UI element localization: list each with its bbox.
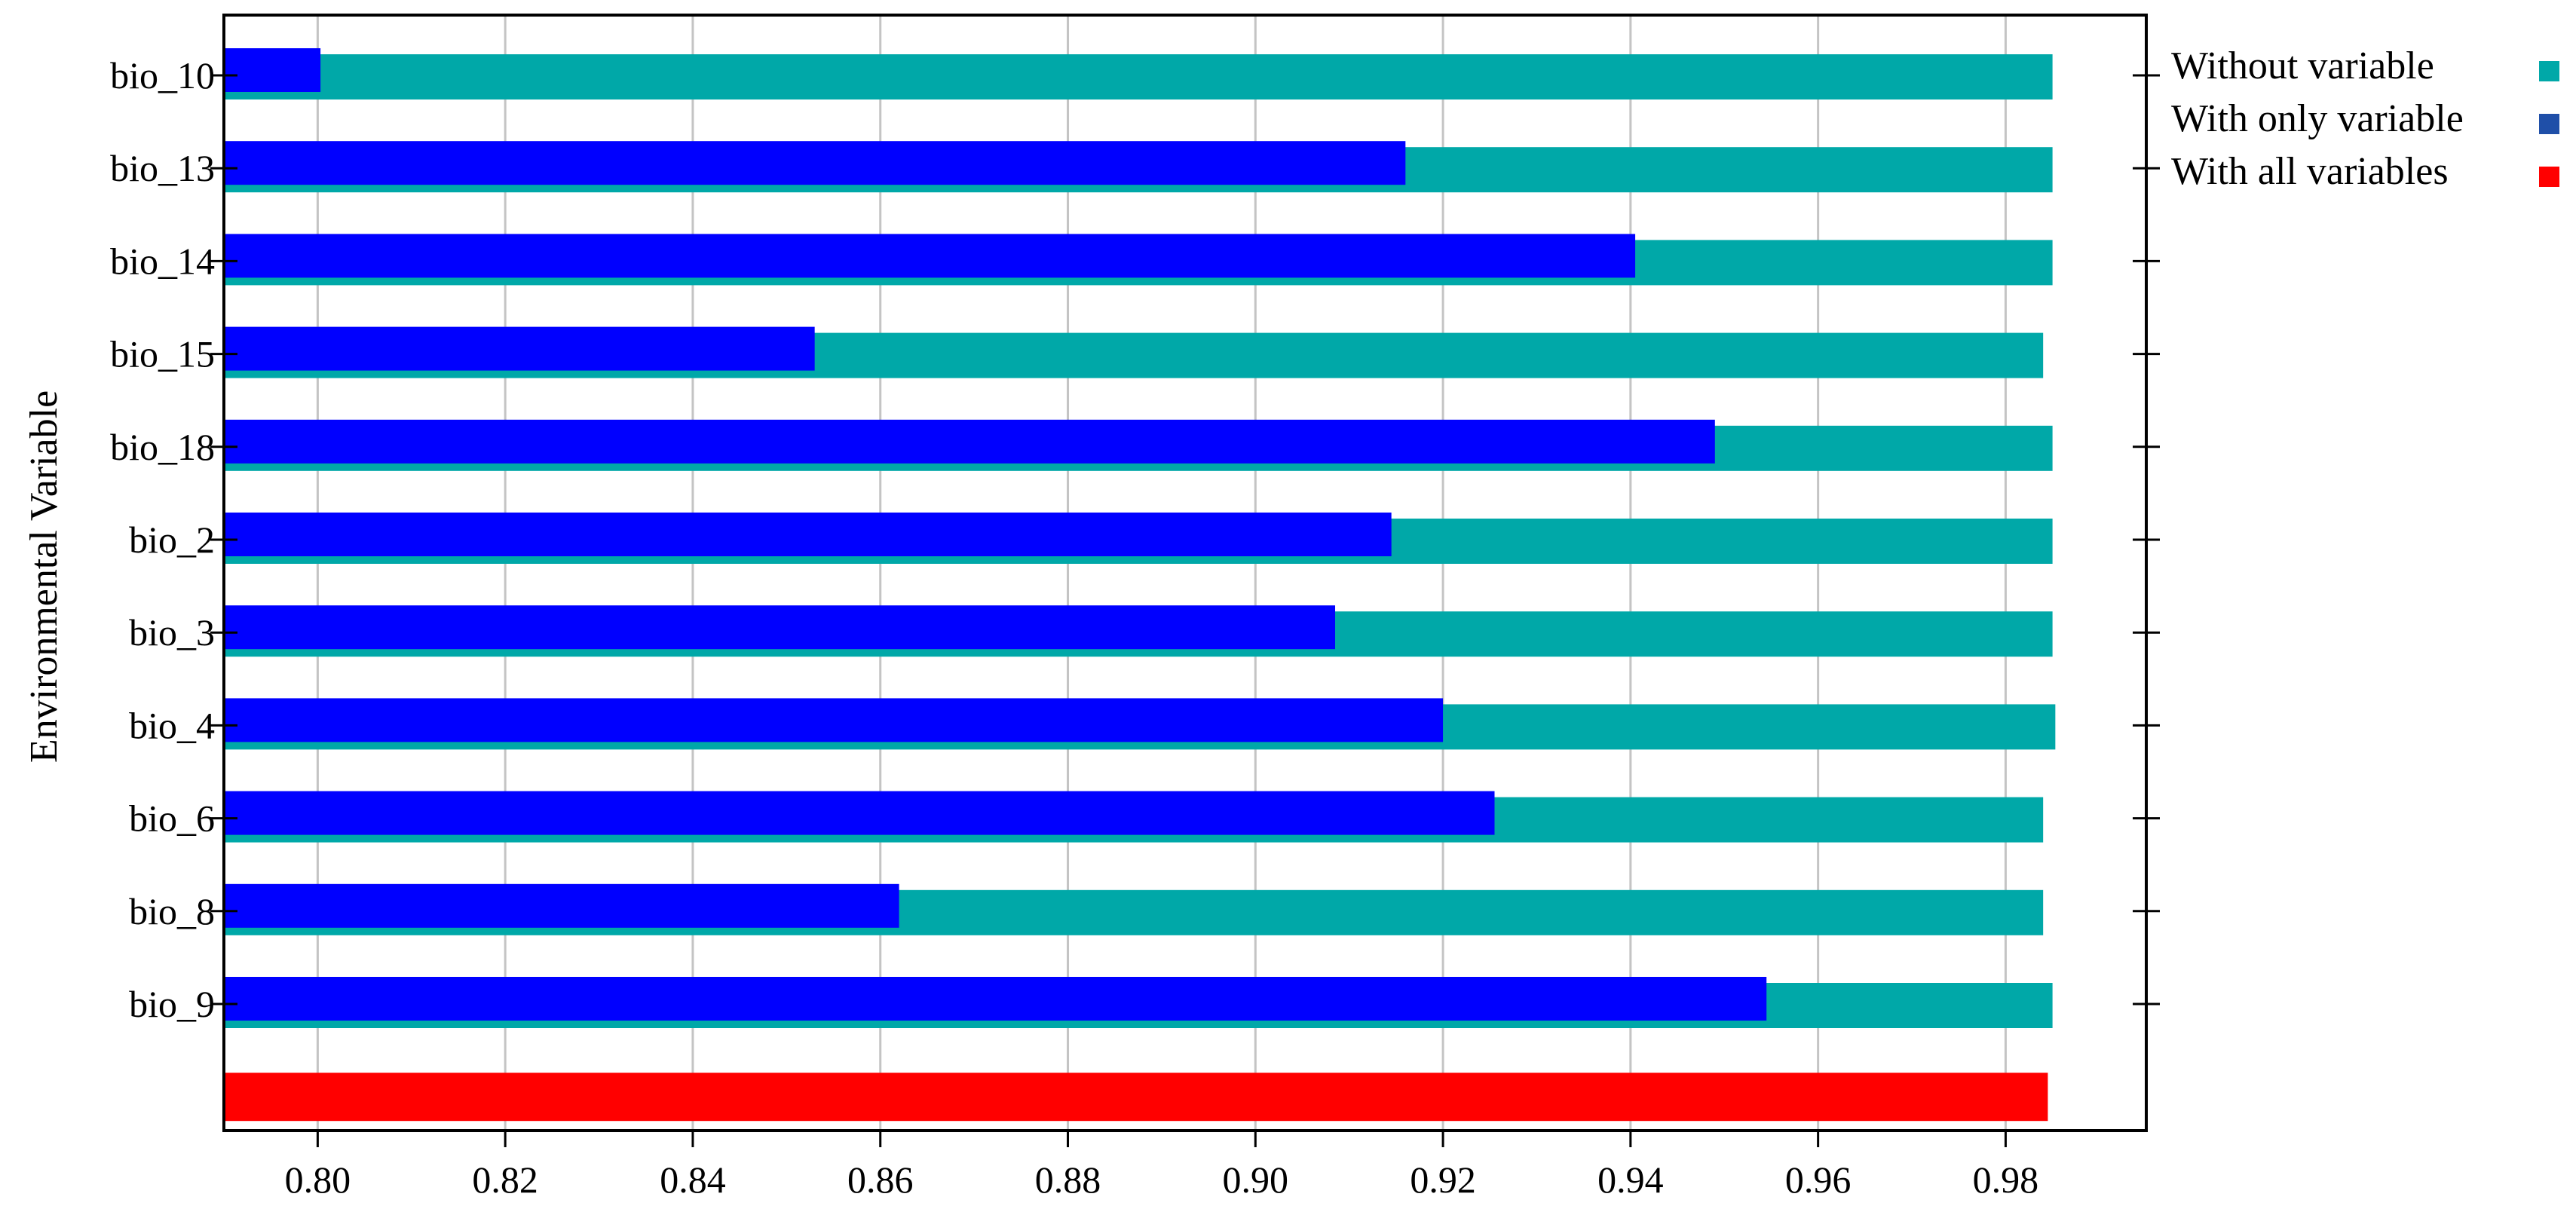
plot-frame — [222, 14, 2148, 1132]
y-tick-label: bio_10 — [110, 54, 215, 96]
bar-with-only-variable-bio-10 — [224, 48, 321, 92]
y-tick-label: bio_4 — [129, 704, 215, 746]
legend: Without variable With only variable With a… — [2171, 44, 2559, 193]
bar-with-only-variable-bio-13 — [224, 141, 1406, 185]
y-tick-label: bio_6 — [129, 797, 215, 840]
y-tick-label: bio_13 — [110, 147, 215, 189]
bar-with-only-variable-bio-15 — [224, 326, 815, 371]
legend-swatch — [2539, 167, 2559, 187]
legend-label: Without variable — [2171, 44, 2434, 87]
gridlines — [316, 15, 2007, 1131]
bar-with-only-variable-bio-6 — [224, 791, 1495, 835]
y-tick-label: bio_3 — [129, 611, 215, 654]
y-axis-title: Environmental Variable — [23, 390, 66, 763]
y-tick-label: bio_9 — [129, 983, 215, 1025]
legend-label: With all variables — [2171, 150, 2449, 193]
legend-swatch — [2539, 114, 2559, 134]
y-tick-label: bio_15 — [110, 333, 215, 375]
x-tick-label: 0.92 — [1410, 1159, 1476, 1201]
x-tick-label: 0.98 — [1973, 1159, 2039, 1201]
bar-with-only-variable-bio-2 — [224, 513, 1392, 556]
x-tick-label: 0.88 — [1035, 1159, 1101, 1201]
legend-swatch — [2539, 61, 2559, 81]
bar-with-all-variables — [224, 1073, 2048, 1122]
bar-with-only-variable-bio-18 — [224, 419, 1715, 464]
bar-with-only-variable-bio-9 — [224, 977, 1767, 1021]
y-tick-labels: bio_10 bio_13 bio_14 bio_15 bio_18 bio_2 bio_3… — [110, 54, 215, 1025]
bar-with-only-variable-bio-14 — [224, 234, 1636, 278]
y-tick-label: bio_18 — [110, 426, 215, 468]
x-tick-label: 0.96 — [1785, 1159, 1852, 1201]
y-tick-label: bio_2 — [129, 519, 215, 561]
bar-with-only-variable-bio-8 — [224, 883, 899, 928]
x-tick-label: 0.82 — [472, 1159, 538, 1201]
y-tick-label: bio_8 — [129, 890, 215, 932]
x-tick-label: 0.86 — [847, 1159, 914, 1201]
bar-with-only-variable-bio-4 — [224, 698, 1444, 742]
y-tick-label: bio_14 — [110, 240, 215, 282]
bar-with-only-variable-bio-3 — [224, 605, 1336, 650]
bars — [224, 48, 2056, 1122]
x-tick-label: 0.94 — [1597, 1159, 1664, 1201]
legend-label: With only variable — [2171, 97, 2464, 140]
x-tick-label: 0.80 — [285, 1159, 351, 1201]
x-tick-label: 0.90 — [1223, 1159, 1289, 1201]
x-tick-label: 0.84 — [660, 1159, 726, 1201]
x-tick-labels: 0.80 0.82 0.84 0.86 0.88 0.90 0.92 0.94 0.96 0.98 — [285, 1159, 2039, 1201]
axis-ticks — [210, 74, 2160, 1147]
bar-without-variable-bio-10 — [224, 54, 2053, 99]
